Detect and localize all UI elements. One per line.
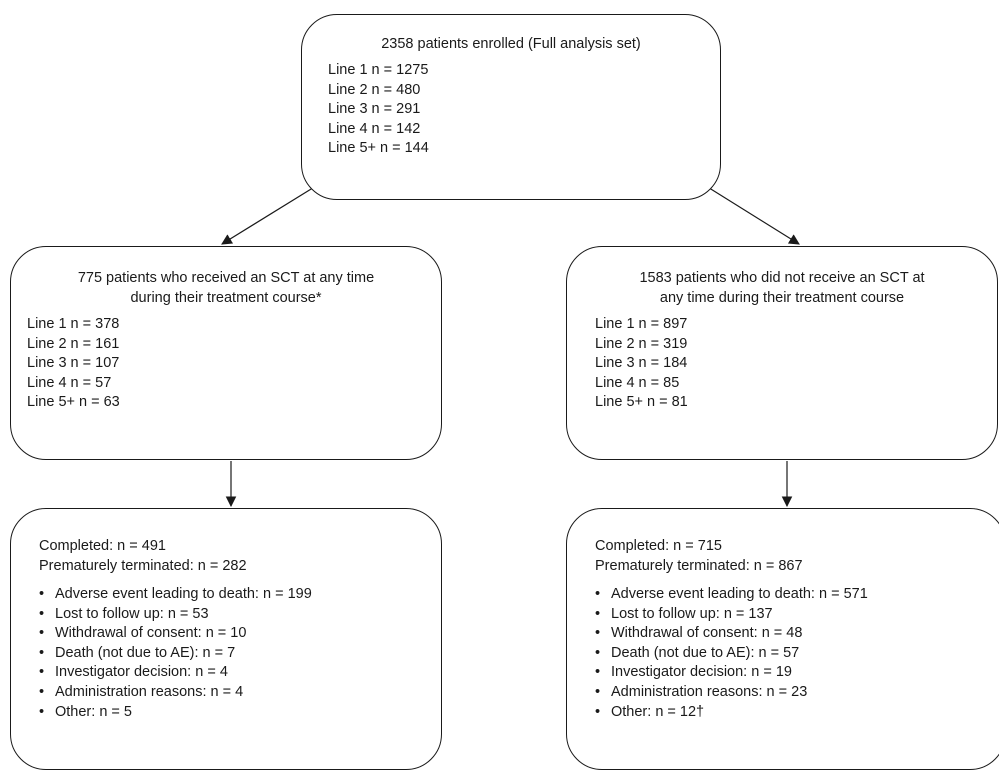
list-item: Administration reasons: n = 23 xyxy=(595,683,868,703)
list-item: Line 5+ n = 81 xyxy=(595,394,688,411)
list-item: Line 4 n = 57 xyxy=(27,374,112,391)
list-item: Other: n = 5 xyxy=(39,703,312,723)
list-item: Death (not due to AE): n = 7 xyxy=(39,644,312,664)
list-item: Line 5+ n = 63 xyxy=(27,394,120,411)
list-item: Administration reasons: n = 4 xyxy=(39,683,312,703)
list-item: Line 2 n = 319 xyxy=(595,335,688,352)
terminated-count: Prematurely terminated: n = 867 xyxy=(595,557,803,574)
sct-not-received-outcome-box: Completed: n = 715 Prematurely terminate… xyxy=(566,508,999,770)
terminated-count: Prematurely terminated: n = 282 xyxy=(39,557,247,574)
sct-received-line-list: Line 1 n = 378 Line 2 n = 161 Line 3 n =… xyxy=(27,315,120,413)
sct-received-heading-line-1: 775 patients who received an SCT at any … xyxy=(77,270,375,286)
list-item: Line 5+ n = 144 xyxy=(328,140,429,157)
arrow-top-to-left xyxy=(221,185,317,245)
list-item: Adverse event leading to death: n = 571 xyxy=(595,585,868,605)
sct-received-box: 775 patients who received an SCT at any … xyxy=(10,246,442,460)
enrolled-heading: 2358 patients enrolled (Full analysis se… xyxy=(381,36,641,52)
list-item: Line 2 n = 161 xyxy=(27,335,120,352)
enrolled-line-list: Line 1 n = 1275 Line 2 n = 480 Line 3 n … xyxy=(328,61,429,159)
enrolled-box: 2358 patients enrolled (Full analysis se… xyxy=(301,14,721,200)
list-item: Lost to follow up: n = 53 xyxy=(39,605,312,625)
sct-received-termination-reasons: Adverse event leading to death: n = 199 … xyxy=(39,585,312,722)
sct-received-status-list: Completed: n = 491 Prematurely terminate… xyxy=(39,537,247,576)
sct-received-heading-line-2: during their treatment course* xyxy=(130,290,322,306)
list-item: Other: n = 12† xyxy=(595,703,868,723)
list-item: Investigator decision: n = 4 xyxy=(39,663,312,683)
list-item: Line 4 n = 85 xyxy=(595,374,680,391)
sct-not-received-box: 1583 patients who did not receive an SCT… xyxy=(566,246,998,460)
arrow-top-to-right xyxy=(705,185,800,245)
list-item: Line 3 n = 184 xyxy=(595,355,688,372)
sct-not-received-heading-line-2: any time during their treatment course xyxy=(659,290,905,306)
completed-count: Completed: n = 491 xyxy=(39,538,166,554)
list-item: Withdrawal of consent: n = 48 xyxy=(595,624,868,644)
completed-count: Completed: n = 715 xyxy=(595,538,722,554)
sct-not-received-termination-reasons: Adverse event leading to death: n = 571 … xyxy=(595,585,868,722)
list-item: Investigator decision: n = 19 xyxy=(595,663,868,683)
list-item: Line 1 n = 378 xyxy=(27,316,120,332)
list-item: Line 2 n = 480 xyxy=(328,81,421,98)
list-item: Lost to follow up: n = 137 xyxy=(595,605,868,625)
list-item: Line 1 n = 897 xyxy=(595,316,688,332)
list-item: Line 4 n = 142 xyxy=(328,120,421,137)
list-item: Line 3 n = 291 xyxy=(328,101,421,118)
sct-not-received-heading-line-1: 1583 patients who did not receive an SCT… xyxy=(639,270,925,286)
sct-received-outcome-box: Completed: n = 491 Prematurely terminate… xyxy=(10,508,442,770)
list-item: Line 3 n = 107 xyxy=(27,355,120,372)
list-item: Adverse event leading to death: n = 199 xyxy=(39,585,312,605)
sct-not-received-line-list: Line 1 n = 897 Line 2 n = 319 Line 3 n =… xyxy=(595,315,688,413)
list-item: Withdrawal of consent: n = 10 xyxy=(39,624,312,644)
sct-not-received-status-list: Completed: n = 715 Prematurely terminate… xyxy=(595,537,803,576)
list-item: Line 1 n = 1275 xyxy=(328,62,429,78)
list-item: Death (not due to AE): n = 57 xyxy=(595,644,868,664)
